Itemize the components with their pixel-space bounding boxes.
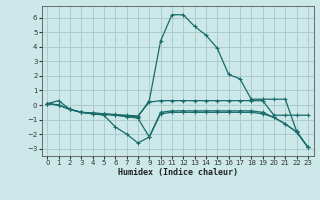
- X-axis label: Humidex (Indice chaleur): Humidex (Indice chaleur): [118, 168, 237, 177]
